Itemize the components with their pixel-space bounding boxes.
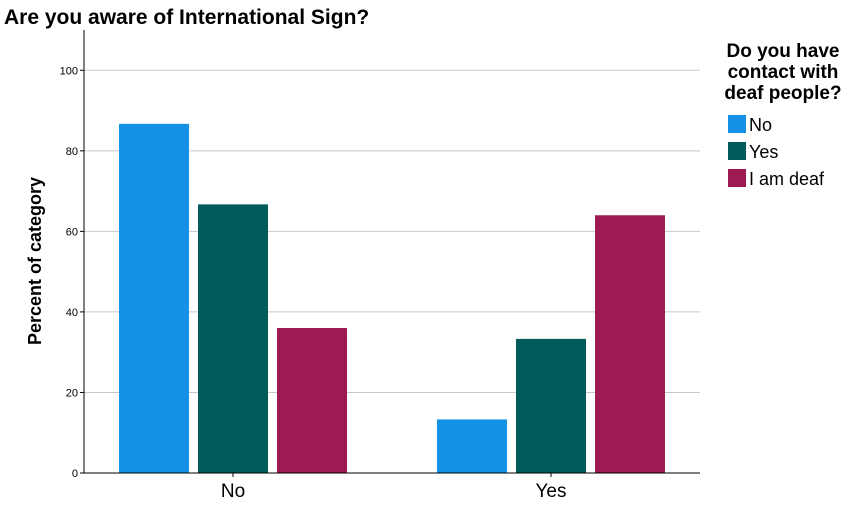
x-tick-labels: No Yes <box>221 481 567 502</box>
bar-yes-i-am-deaf <box>595 215 665 473</box>
y-tick-label: 100 <box>60 65 78 77</box>
legend-swatch <box>728 169 746 187</box>
y-tick-label: 40 <box>66 307 78 319</box>
legend-title-line: deaf people? <box>724 83 841 104</box>
legend-title-line: Do you have <box>727 41 840 62</box>
y-axis-label: Percent of category <box>25 177 45 345</box>
legend-swatch <box>728 115 746 133</box>
legend-label: I am deaf <box>749 169 825 189</box>
legend-label: No <box>749 115 772 135</box>
x-tick-label: No <box>221 481 245 502</box>
y-tick-label: 20 <box>66 387 78 399</box>
legend-title-line: contact with <box>728 62 839 83</box>
bar-no-yes <box>198 204 268 473</box>
chart-title: Are you aware of International Sign? <box>4 6 369 29</box>
y-tick-label: 60 <box>66 226 78 238</box>
bars <box>119 123 665 474</box>
y-tick-label: 0 <box>72 468 78 480</box>
bar-yes-yes <box>516 338 586 473</box>
bar-no-i-am-deaf <box>277 328 347 473</box>
legend-swatch <box>728 142 746 160</box>
axes <box>80 30 700 477</box>
y-tick-labels: 0 20 40 60 80 100 <box>60 65 78 480</box>
y-tick-label: 80 <box>66 146 78 158</box>
legend-label: Yes <box>749 142 778 162</box>
bar-yes-no <box>437 419 507 473</box>
x-tick-label: Yes <box>536 481 567 502</box>
bar-no-no <box>119 123 189 474</box>
